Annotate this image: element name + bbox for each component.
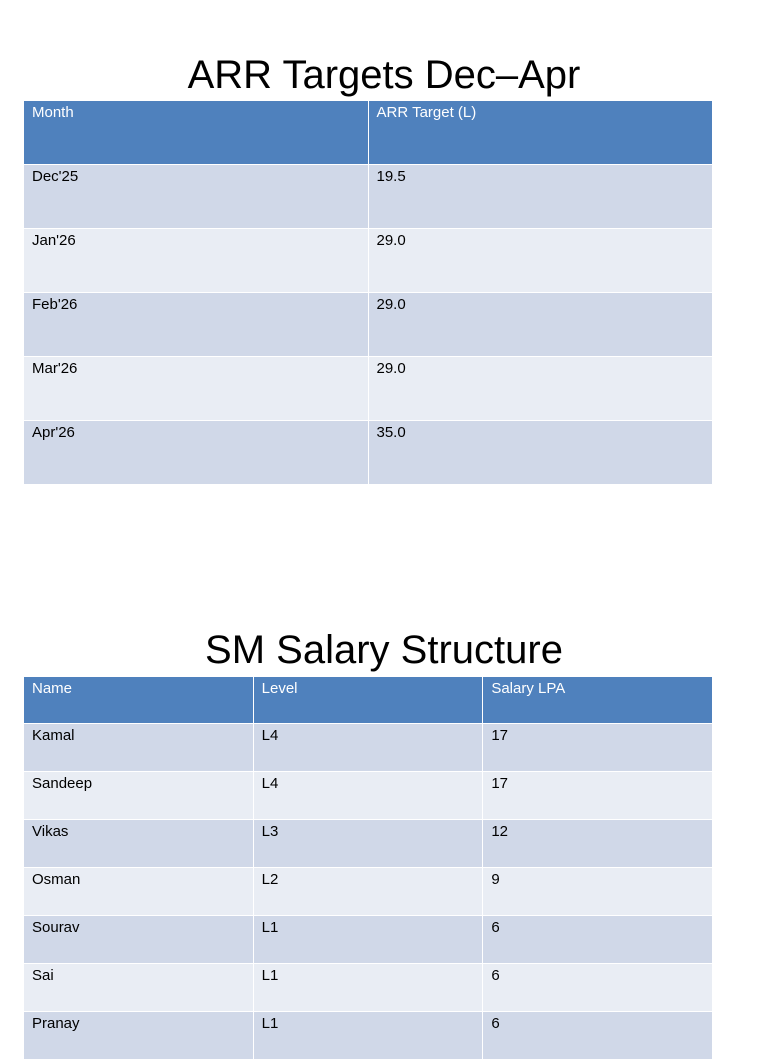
header-row: Month ARR Target (L) [23,100,713,165]
table-cell: Mar'26 [23,356,369,421]
table-row: Sourav L1 6 [23,915,713,964]
header-cell: ARR Target (L) [367,100,713,165]
table-cell: 17 [482,723,713,772]
table-cell: Sai [23,963,254,1012]
table-row: Vikas L3 12 [23,819,713,868]
table-cell: 29.0 [367,356,713,421]
page: {"sections": [ {"title": "ARR Targets De… [23,53,713,1060]
table-row: Dec'25 19.5 [23,164,713,229]
section-title: SM Salary Structure [205,628,563,672]
table-cell: Apr'26 [23,420,369,485]
table-row: Sai L1 6 [23,963,713,1012]
table-cell: 9 [482,867,713,916]
table-cell: L4 [252,723,484,772]
table-cell: 12 [482,819,713,868]
table-cell: L3 [252,819,484,868]
table-row: Apr'26 35.0 [23,420,713,485]
table-cell: Sourav [23,915,254,964]
table-cell: L2 [252,867,484,916]
table-cell: Kamal [23,723,254,772]
table-row: Pranay L1 6 [23,1011,713,1060]
table-cell: Pranay [23,1011,254,1060]
table-cell: Vikas [23,819,254,868]
header-cell: Level [252,676,484,724]
table-cell: Feb'26 [23,292,369,357]
table-cell: 6 [482,963,713,1012]
table-cell: L1 [252,963,484,1012]
table-row: Osman L2 9 [23,867,713,916]
table-cell: L1 [252,1011,484,1060]
table-row: Sandeep L4 17 [23,771,713,820]
header-row: Name Level Salary LPA [23,676,713,724]
header-cell: Salary LPA [482,676,713,724]
table-cell: 6 [482,1011,713,1060]
table: Name Level Salary LPA Kamal L4 17 Sandeep L4 17 V… [23,676,713,1060]
table-cell: L4 [252,771,484,820]
header-cell: Name [23,676,254,724]
table-row: Kamal L4 17 [23,723,713,772]
table-cell: 29.0 [367,292,713,357]
section-title: ARR Targets Dec–Apr [187,53,581,97]
table: Month ARR Target (L) Dec'25 19.5 Jan'26 29.0 F… [23,100,713,485]
table-cell: Sandeep [23,771,254,820]
table-cell: 19.5 [367,164,713,229]
table-row: Jan'26 29.0 [23,228,713,293]
table-cell: 6 [482,915,713,964]
table-cell: 35.0 [367,420,713,485]
table-cell: Osman [23,867,254,916]
table-cell: 29.0 [367,228,713,293]
table-row: Feb'26 29.0 [23,292,713,357]
header-cell: Month [23,100,369,165]
table-cell: 17 [482,771,713,820]
table-row: Mar'26 29.0 [23,356,713,421]
table-cell: Dec'25 [23,164,369,229]
table-cell: Jan'26 [23,228,369,293]
table-cell: L1 [252,915,484,964]
